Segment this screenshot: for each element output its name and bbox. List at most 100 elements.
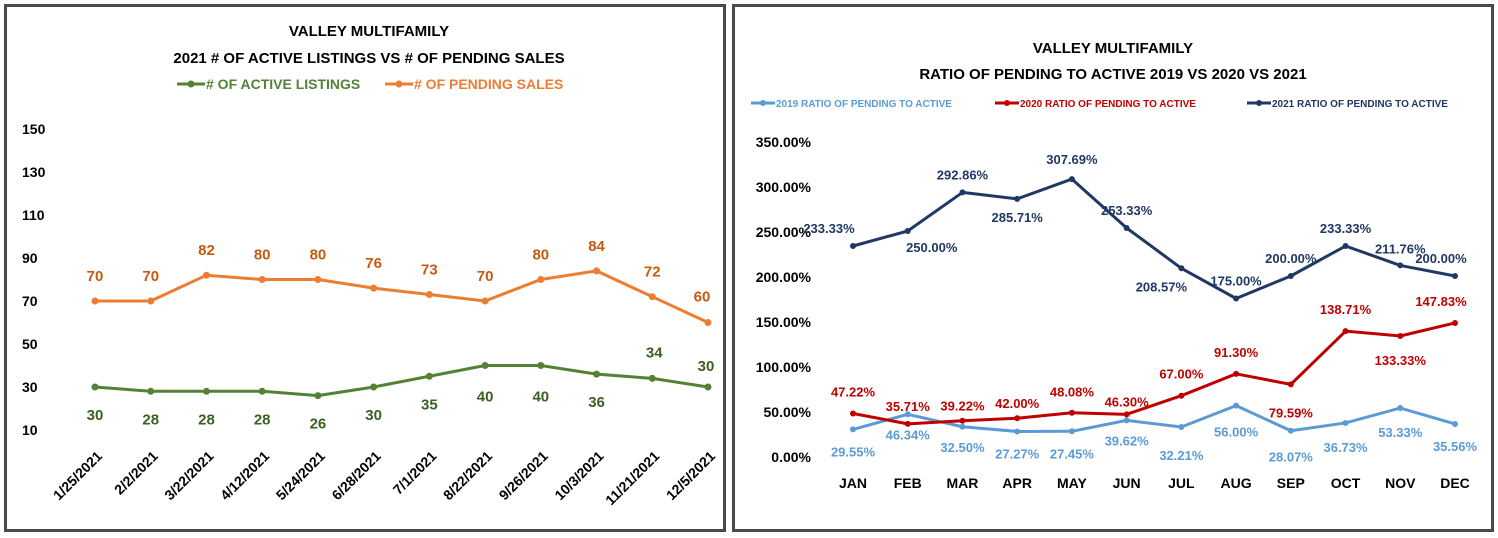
x-tick-label-3-22-2021: 3/22/2021: [161, 448, 217, 504]
x-tick-label-4-12-2021: 4/12/2021: [217, 448, 273, 504]
data-label-2021-ratio-of-pending-to-active: 200.00%: [1265, 251, 1317, 266]
data-label-2019-ratio-of-pending-to-active: 35.56%: [1433, 439, 1478, 454]
data-label-2021-ratio-of-pending-to-active: 233.33%: [803, 221, 855, 236]
series-line-2020-ratio-of-pending-to-active: [852, 321, 1456, 426]
data-label-of-pending-sales: 80: [532, 247, 549, 264]
x-tick-label-8-22-2021: 8/22/2021: [440, 448, 496, 504]
legend-label-2020: 2020 RATIO OF PENDING TO ACTIVE: [1020, 99, 1196, 110]
data-label-of-active-listings: 30: [87, 407, 104, 424]
data-label-2021-ratio-of-pending-to-active: 292.86%: [937, 167, 989, 182]
data-point-2020-ratio-of-pending-to-active: [904, 420, 911, 427]
data-point-2021-ratio-of-pending-to-active: [1287, 273, 1294, 279]
y-tick-label: 350.00%: [756, 134, 812, 150]
legend: 2019 RATIO OF PENDING TO ACTIVE 2020 RAT…: [751, 99, 1448, 110]
data-label-2020-ratio-of-pending-to-active: 67.00%: [1159, 367, 1204, 382]
data-label-2019-ratio-of-pending-to-active: 56.00%: [1214, 425, 1259, 440]
x-tick-label-1-25-2021: 1/25/2021: [50, 448, 106, 504]
data-point-2020-ratio-of-pending-to-active: [1014, 415, 1021, 422]
data-point-of-pending-sales: [481, 297, 489, 305]
data-label-2019-ratio-of-pending-to-active: 36.73%: [1323, 440, 1368, 455]
data-point-of-active-listings: [314, 392, 322, 400]
series-line-2021-ratio-of-pending-to-active: [852, 177, 1456, 300]
data-point-2019-ratio-of-pending-to-active: [904, 411, 911, 418]
legend-marker-2020: [1004, 100, 1010, 106]
data-label-of-active-listings: 28: [254, 411, 271, 428]
data-label-of-active-listings: 34: [646, 344, 663, 361]
data-label-of-pending-sales: 70: [87, 268, 104, 285]
data-label-of-pending-sales: 84: [588, 238, 605, 255]
legend-marker-2021: [1256, 100, 1262, 106]
legend-label-pending-sales: # OF PENDING SALES: [414, 76, 563, 92]
data-point-2021-ratio-of-pending-to-active: [1014, 195, 1021, 202]
data-label-2019-ratio-of-pending-to-active: 29.55%: [831, 444, 876, 459]
pending-to-active-ratio-chart: VALLEY MULTIFAMILY RATIO OF PENDING TO A…: [751, 40, 1478, 491]
data-point-of-pending-sales: [314, 276, 322, 283]
data-point-2020-ratio-of-pending-to-active: [1342, 328, 1349, 335]
x-tick-label-may: MAY: [1057, 475, 1087, 491]
legend-marker-2019: [760, 100, 766, 106]
data-label-2020-ratio-of-pending-to-active: 147.83%: [1415, 294, 1467, 309]
data-point-2020-ratio-of-pending-to-active: [1123, 411, 1130, 418]
legend-label-2019: 2019 RATIO OF PENDING TO ACTIVE: [776, 99, 952, 110]
data-label-of-active-listings: 28: [142, 411, 159, 428]
x-tick-label-jun: JUN: [1113, 475, 1141, 491]
data-point-of-active-listings: [425, 372, 433, 380]
data-label-of-active-listings: 28: [198, 411, 215, 428]
x-tick-label-sep: SEP: [1277, 475, 1305, 491]
pending-to-active-ratio-chart-panel: VALLEY MULTIFAMILY RATIO OF PENDING TO A…: [732, 4, 1494, 532]
series-line-of-pending-sales: [95, 269, 709, 324]
data-label-2019-ratio-of-pending-to-active: 53.33%: [1378, 425, 1423, 440]
x-tick-label-2-2-2021: 2/2/2021: [111, 448, 161, 498]
data-point-of-pending-sales: [648, 293, 656, 301]
y-tick-label: 0.00%: [771, 449, 811, 465]
data-point-2019-ratio-of-pending-to-active: [1287, 427, 1294, 434]
data-label-2020-ratio-of-pending-to-active: 46.30%: [1105, 394, 1150, 409]
data-label-of-pending-sales: 80: [310, 247, 327, 264]
active-vs-pending-chart: VALLEY MULTIFAMILY 2021 # OF ACTIVE LIST…: [22, 23, 719, 508]
data-point-of-pending-sales: [91, 297, 99, 305]
data-point-of-active-listings: [91, 383, 99, 391]
data-label-2020-ratio-of-pending-to-active: 91.30%: [1214, 345, 1259, 360]
data-point-of-active-listings: [648, 374, 656, 382]
data-label-2019-ratio-of-pending-to-active: 32.21%: [1159, 448, 1204, 463]
data-point-2021-ratio-of-pending-to-active: [1068, 176, 1075, 183]
data-point-of-active-listings: [258, 387, 266, 395]
data-point-of-pending-sales: [425, 291, 433, 299]
y-tick-label: 130: [22, 164, 46, 180]
data-label-of-active-listings: 30: [365, 407, 382, 424]
data-label-2020-ratio-of-pending-to-active: 47.22%: [831, 385, 876, 400]
data-point-2020-ratio-of-pending-to-active: [1397, 333, 1404, 340]
data-point-of-active-listings: [370, 383, 378, 391]
data-label-2020-ratio-of-pending-to-active: 48.08%: [1050, 385, 1095, 400]
x-tick-label-nov: NOV: [1385, 475, 1416, 491]
y-axis-ticks: 10 30 50 70 90 110 130 150: [22, 121, 46, 438]
plot-area: 1/25/2021 2/2/2021 3/22/2021 4/12/2021 5/24/…: [50, 238, 719, 508]
data-point-of-active-listings: [593, 370, 601, 378]
x-tick-label-apr: APR: [1002, 475, 1032, 491]
x-tick-label-7-1-2021: 7/1/2021: [390, 448, 440, 498]
legend-label-active-listings: # OF ACTIVE LISTINGS: [206, 76, 360, 92]
data-point-of-active-listings: [704, 383, 712, 391]
data-point-2019-ratio-of-pending-to-active: [1342, 419, 1349, 426]
data-label-of-pending-sales: 72: [644, 264, 661, 281]
legend: # OF ACTIVE LISTINGS # OF PENDING SALES: [177, 76, 563, 92]
data-point-of-pending-sales: [147, 297, 155, 305]
data-point-of-active-listings: [481, 362, 489, 369]
series-line-of-active-listings: [94, 364, 709, 398]
legend-label-2021: 2021 RATIO OF PENDING TO ACTIVE: [1272, 99, 1448, 110]
y-tick-label: 150: [22, 121, 46, 137]
data-label-2021-ratio-of-pending-to-active: 307.69%: [1046, 152, 1098, 167]
y-tick-label: 300.00%: [756, 179, 812, 195]
data-point-2019-ratio-of-pending-to-active: [1397, 405, 1404, 412]
data-label-2020-ratio-of-pending-to-active: 42.00%: [995, 396, 1040, 411]
y-tick-label: 30: [22, 379, 38, 395]
data-label-of-pending-sales: 73: [421, 262, 438, 279]
y-tick-label: 10: [22, 422, 38, 438]
data-label-2019-ratio-of-pending-to-active: 28.07%: [1269, 450, 1314, 465]
y-tick-label: 110: [22, 207, 45, 223]
data-label-2021-ratio-of-pending-to-active: 175.00%: [1210, 274, 1262, 289]
data-label-2019-ratio-of-pending-to-active: 39.62%: [1105, 433, 1150, 448]
data-label-2021-ratio-of-pending-to-active: 233.33%: [1320, 221, 1372, 236]
series-line-2019-ratio-of-pending-to-active: [852, 404, 1456, 433]
data-point-of-active-listings: [202, 387, 210, 395]
